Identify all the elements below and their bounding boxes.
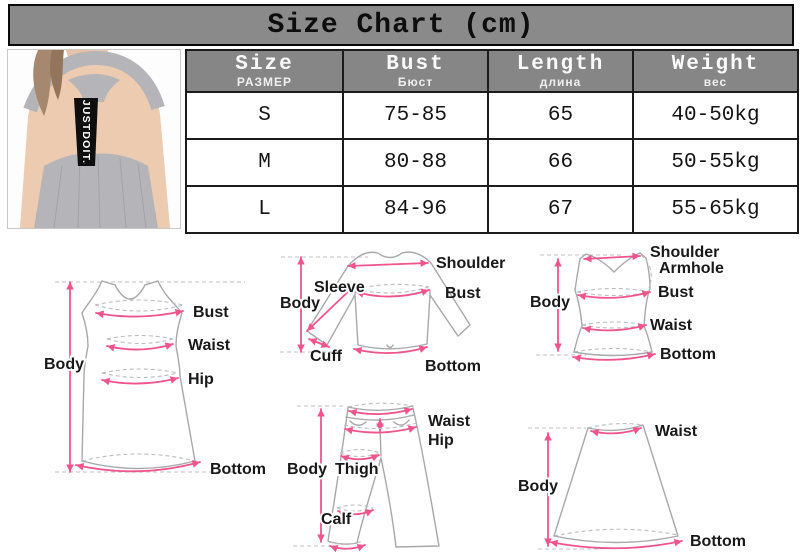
label-waist: Waist xyxy=(655,423,698,440)
waist-measure-arrow xyxy=(582,321,648,334)
diagram-skirt: Waist Body Bottom xyxy=(516,422,746,550)
label-waist: Waist xyxy=(428,413,471,430)
waist-measure-arrow xyxy=(590,424,643,437)
size-table: Size РАЗМЕР Bust Бюст Length длина Weigh… xyxy=(185,49,799,234)
body-measure-arrow xyxy=(297,256,305,353)
column-header-length: Length длина xyxy=(487,49,634,93)
label-shoulder: Shoulder xyxy=(436,255,505,272)
label-bottom: Bottom xyxy=(660,346,716,363)
column-header-bust: Bust Бюст xyxy=(342,49,489,93)
cell-size: L xyxy=(185,185,344,234)
label-thigh: Thigh xyxy=(335,461,379,478)
cell-length: 66 xyxy=(487,138,634,187)
page-title: Size Chart (cm) xyxy=(267,9,535,41)
label-body: Body xyxy=(44,356,84,373)
table-row: M 80-88 66 50-55kg xyxy=(185,138,799,187)
title-bar: Size Chart (cm) xyxy=(8,4,794,46)
bottom-measure-arrow xyxy=(549,537,683,550)
diagram-pants: Waist Hip Body Thigh Calf xyxy=(285,402,471,553)
cell-weight: 40-50kg xyxy=(632,91,799,140)
bottom-measure-arrow xyxy=(75,458,201,473)
diagram-dress: Body Bust Waist Hip Bottom xyxy=(42,280,266,478)
label-body: Body xyxy=(287,461,327,478)
sleeve-measure-arrow xyxy=(304,283,357,334)
shoulder-measure-arrow xyxy=(347,259,429,270)
bust-measure-arrow xyxy=(577,288,652,301)
diagram-vest: Shoulder Armhole Bust Body Waist Bottom xyxy=(528,244,724,363)
cell-bust: 84-96 xyxy=(342,185,489,234)
label-bust: Bust xyxy=(658,284,694,301)
cell-weight: 50-55kg xyxy=(632,138,799,187)
body-measure-arrow xyxy=(554,258,562,352)
label-sleeve: Sleeve xyxy=(314,279,365,296)
label-cuff: Cuff xyxy=(310,348,343,365)
label-body: Body xyxy=(530,294,570,311)
bust-measure-arrow xyxy=(355,286,431,298)
column-header-weight: Weight вес xyxy=(632,49,799,93)
bottom-measure-arrow xyxy=(572,350,656,363)
label-shoulder: Shoulder xyxy=(650,244,719,261)
tank-body xyxy=(34,153,158,228)
brand-text: JUSTDOIT. xyxy=(80,100,92,164)
label-bust: Bust xyxy=(193,304,229,321)
label-bottom: Bottom xyxy=(690,533,746,550)
dress-outline xyxy=(81,280,196,462)
cell-weight: 55-65kg xyxy=(632,185,799,234)
label-waist: Waist xyxy=(650,317,693,334)
waist-measure-arrow xyxy=(348,405,414,417)
label-bust: Bust xyxy=(445,285,481,302)
cell-length: 65 xyxy=(487,91,634,140)
bottom-measure-arrow xyxy=(353,343,429,355)
cuff-measure-arrow xyxy=(307,335,331,351)
shoulder-measure-arrow xyxy=(583,252,641,263)
body-measure-arrow xyxy=(66,281,74,473)
hip-measure-arrow xyxy=(344,423,418,435)
body-measure-arrow xyxy=(544,432,552,547)
thigh-measure-arrow xyxy=(339,451,381,463)
hip-measure-arrow xyxy=(101,374,179,386)
table-row: L 84-96 67 55-65kg xyxy=(185,185,799,234)
label-body: Body xyxy=(280,295,320,312)
cell-bust: 75-85 xyxy=(342,91,489,140)
tank-racerback xyxy=(68,74,120,102)
body-measure-arrow xyxy=(317,408,325,543)
label-hip: Hip xyxy=(428,432,454,449)
label-bottom: Bottom xyxy=(425,358,481,375)
rise-measure-arrow xyxy=(376,418,384,432)
fabric-folds xyxy=(53,153,147,228)
cell-size: S xyxy=(185,91,344,140)
diagram-top: Shoulder Sleeve Body Bust Cuff Bottom xyxy=(278,251,505,375)
calf-measure-arrow xyxy=(336,506,375,518)
hem-measure-arrow xyxy=(328,541,367,553)
waist-measure-arrow xyxy=(106,340,175,352)
skirt-outline xyxy=(553,424,679,537)
cell-length: 67 xyxy=(487,185,634,234)
cell-bust: 80-88 xyxy=(342,138,489,187)
vest-outline xyxy=(573,252,653,353)
label-armhole: Armhole xyxy=(659,260,724,277)
product-photo: JUSTDOIT. xyxy=(7,49,181,229)
brand-strap xyxy=(74,98,98,166)
hair xyxy=(33,50,54,116)
label-waist: Waist xyxy=(188,337,231,354)
label-bottom: Bottom xyxy=(210,461,266,478)
label-hip: Hip xyxy=(188,371,214,388)
label-calf: Calf xyxy=(321,511,352,528)
table-header-row: Size РАЗМЕР Bust Бюст Length длина Weigh… xyxy=(185,49,799,93)
hair-strand xyxy=(50,50,64,100)
cell-size: M xyxy=(185,138,344,187)
column-header-size: Size РАЗМЕР xyxy=(185,49,344,93)
bust-measure-arrow xyxy=(95,307,184,319)
table-row: S 75-85 65 40-50kg xyxy=(185,91,799,140)
label-body: Body xyxy=(518,478,558,495)
